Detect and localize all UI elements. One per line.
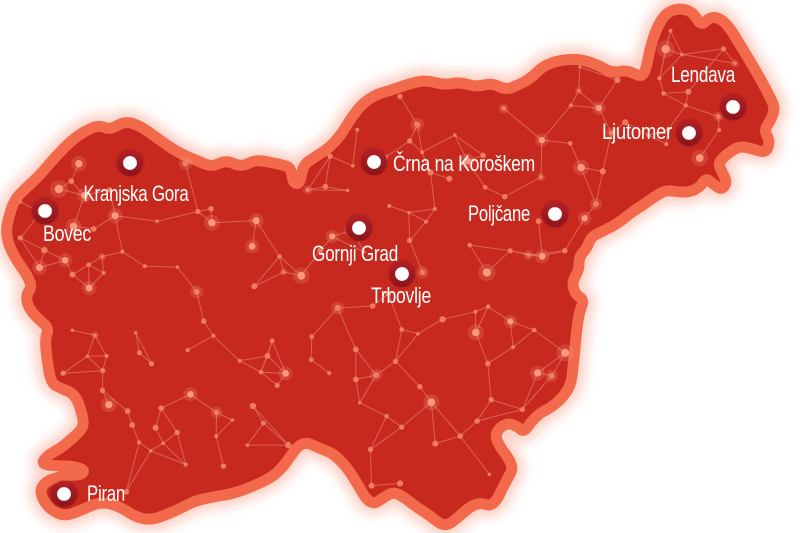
city-label-piran: Piran xyxy=(87,481,125,506)
city-labels: Bovec Kranjska Gora Črna na Koroškem Gornji… xyxy=(43,62,736,506)
marker-dot xyxy=(123,156,137,170)
city-label-rna-na-koro-kem: Črna na Koroškem xyxy=(393,151,535,176)
marker-dot xyxy=(57,487,71,501)
city-label-ljutomer: Ljutomer xyxy=(602,119,672,144)
city-marker-polj-ane[interactable] xyxy=(540,199,570,229)
city-marker-piran[interactable] xyxy=(49,479,79,509)
city-label-lendava: Lendava xyxy=(671,62,736,87)
network-lines xyxy=(19,30,736,493)
slovenia-map-region xyxy=(1,3,780,531)
city-label-kranjska-gora: Kranjska Gora xyxy=(84,181,190,206)
marker-dot xyxy=(395,267,409,281)
marker-dot xyxy=(367,155,381,169)
city-markers xyxy=(30,92,748,509)
marker-dot xyxy=(38,204,52,218)
city-marker-trbovlje[interactable] xyxy=(387,259,417,289)
marker-dot xyxy=(352,221,366,235)
city-marker-lendava[interactable] xyxy=(718,92,748,122)
marker-dot xyxy=(726,100,740,114)
map-shape xyxy=(1,3,780,531)
city-label-bovec: Bovec xyxy=(43,221,91,246)
city-marker-rna-na-koro-kem[interactable] xyxy=(359,147,389,177)
city-label-gornji-grad: Gornji Grad xyxy=(312,241,398,266)
city-marker-bovec[interactable] xyxy=(30,196,60,226)
marker-dot xyxy=(548,207,562,221)
city-label-polj-ane: Poljčane xyxy=(468,201,530,226)
network-constellation xyxy=(17,28,739,495)
network-dots xyxy=(17,28,739,495)
marker-dot xyxy=(682,126,696,140)
city-marker-gornji-grad[interactable] xyxy=(344,213,374,243)
city-marker-kranjska-gora[interactable] xyxy=(115,148,145,178)
city-label-trbovlje: Trbovlje xyxy=(371,283,431,308)
city-marker-ljutomer[interactable] xyxy=(674,118,704,148)
